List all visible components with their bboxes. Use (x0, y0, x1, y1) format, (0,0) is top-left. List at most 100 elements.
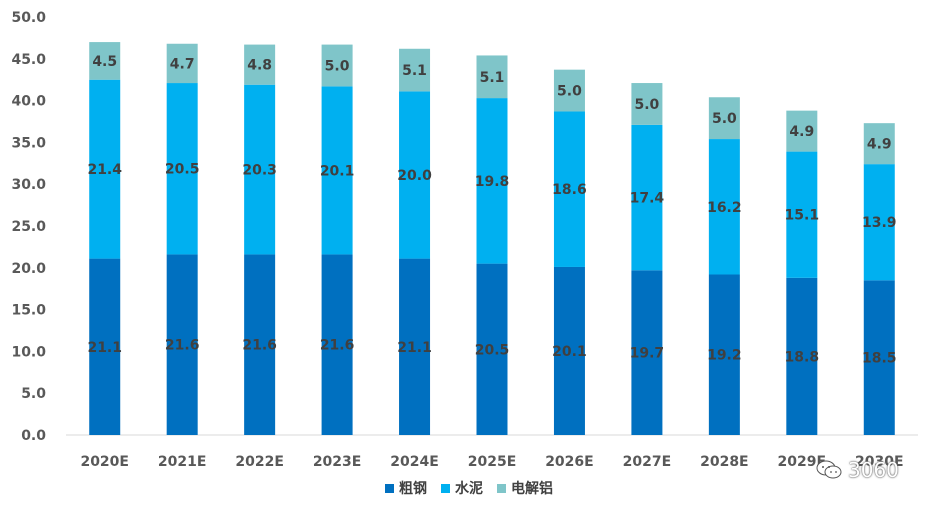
data-label: 20.5 (475, 342, 510, 358)
bar-segment (89, 42, 121, 80)
x-tick-label: 2023E (313, 454, 362, 470)
data-label: 5.0 (325, 58, 350, 74)
legend-swatch (385, 483, 394, 493)
data-label: 20.1 (320, 163, 355, 179)
bar-segment (476, 55, 508, 99)
bar-segment (631, 124, 663, 271)
x-tick-label: 2028E (700, 454, 749, 470)
data-label: 19.2 (707, 348, 742, 364)
bar-segment (708, 97, 740, 140)
x-tick-label: 2029E (778, 454, 827, 470)
y-tick-label: 10.0 (11, 344, 46, 360)
data-label: 21.6 (165, 338, 200, 354)
bar-segment (399, 48, 431, 92)
bar-segment (244, 254, 276, 435)
legend-item: 粗钢 (385, 478, 427, 498)
bar-segment (476, 98, 508, 264)
bar-segment (166, 83, 198, 255)
bar-segment (321, 44, 353, 87)
legend-label: 水泥 (455, 481, 483, 497)
x-tick-label: 2022E (235, 454, 284, 470)
data-label: 5.1 (480, 70, 505, 86)
legend-label: 粗钢 (399, 481, 427, 497)
data-label: 5.0 (557, 84, 582, 100)
x-tick-label: 2024E (390, 454, 439, 470)
x-tick-label: 2027E (623, 454, 672, 470)
data-label: 4.7 (170, 56, 195, 72)
x-tick-label: 2026E (545, 454, 594, 470)
bar-segment (786, 110, 818, 152)
bar-segment (89, 258, 121, 435)
bar-segment (244, 44, 276, 85)
data-label: 4.5 (92, 54, 117, 70)
data-label: 21.1 (397, 340, 432, 356)
watermark-text: 3060 (848, 458, 899, 482)
bar-segment (476, 263, 508, 435)
data-label: 17.4 (630, 191, 665, 207)
bar-segment (244, 84, 276, 255)
legend-item: 电解铝 (497, 478, 553, 498)
bar-segment (553, 69, 585, 112)
legend-item: 水泥 (441, 478, 483, 498)
data-label: 4.9 (867, 137, 892, 153)
data-label: 18.5 (862, 351, 897, 367)
data-label: 18.8 (785, 349, 820, 365)
data-label: 21.6 (320, 338, 355, 354)
data-label: 20.1 (552, 344, 587, 360)
y-tick-label: 5.0 (21, 386, 46, 402)
y-tick-label: 25.0 (11, 219, 46, 235)
data-label: 19.7 (630, 346, 665, 362)
bar-segment (863, 123, 895, 165)
y-tick-label: 50.0 (11, 10, 46, 26)
bar-segment (166, 43, 198, 84)
y-tick-label: 0.0 (21, 428, 46, 444)
data-label: 5.0 (712, 111, 737, 127)
data-label: 20.5 (165, 162, 200, 178)
x-tick-label: 2021E (158, 454, 207, 470)
legend: 粗钢 水泥 电解铝 (0, 478, 938, 498)
x-tick-label: 2030E (855, 454, 904, 470)
y-tick-label: 40.0 (11, 94, 46, 110)
data-label: 4.8 (247, 58, 272, 74)
data-label: 4.9 (789, 124, 814, 140)
data-label: 5.1 (402, 63, 427, 79)
data-label: 18.6 (552, 182, 587, 198)
y-tick-label: 45.0 (11, 52, 46, 68)
bar-segment (89, 79, 121, 259)
data-label: 21.4 (87, 162, 122, 178)
data-label: 19.8 (475, 174, 510, 190)
data-label: 21.6 (242, 338, 277, 354)
y-axis: 0.0 5.0 10.0 15.0 20.0 25.0 30.0 35.0 40.0 45.0 50… (11, 10, 46, 444)
data-label: 5.0 (635, 97, 660, 113)
bar-segment (399, 258, 431, 435)
data-label: 13.9 (862, 215, 897, 231)
y-tick-label: 15.0 (11, 303, 46, 319)
data-label: 15.1 (785, 208, 820, 224)
data-label: 21.1 (87, 340, 122, 356)
bar-segment (321, 86, 353, 255)
data-label: 16.2 (707, 200, 742, 216)
bar-segment (708, 274, 740, 435)
x-tick-label: 2025E (468, 454, 517, 470)
legend-label: 电解铝 (511, 481, 553, 497)
bar-segment (399, 91, 431, 259)
legend-swatch (441, 483, 450, 493)
legend-swatch (497, 483, 506, 493)
bar-segment (863, 280, 895, 435)
bar-segment (631, 83, 663, 125)
bar-segment (553, 111, 585, 267)
stacked-bar-chart: 0.0 5.0 10.0 15.0 20.0 25.0 30.0 35.0 40.0 45.0 50… (11, 10, 918, 470)
y-tick-label: 20.0 (11, 261, 46, 277)
bar-segment (321, 254, 353, 435)
y-tick-label: 35.0 (11, 135, 46, 151)
bar-segment (631, 270, 663, 435)
bar-segment (553, 266, 585, 435)
data-label: 20.3 (242, 163, 277, 179)
y-tick-label: 30.0 (11, 177, 46, 193)
bar-segment (786, 151, 818, 278)
bar-segment (708, 139, 740, 275)
x-tick-label: 2020E (80, 454, 129, 470)
bars: 21.1 21.4 4.5 21.6 20.5 4.7 21.6 20.3 4.8 21.6 20.… (87, 42, 897, 435)
wechat-icon (816, 460, 842, 479)
watermark: 3060 (816, 458, 899, 482)
